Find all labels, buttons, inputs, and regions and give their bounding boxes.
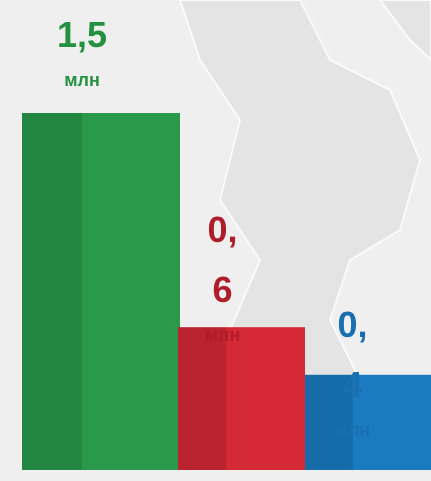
value-label: 0,6 (207, 209, 238, 310)
bar (22, 113, 180, 470)
value-label-group: 0,4 млн (330, 295, 375, 445)
bar (178, 327, 305, 470)
value-label: 0,4 (337, 304, 368, 405)
bar (305, 374, 431, 470)
unit-label: млн (204, 325, 241, 345)
unit-label: млн (64, 70, 100, 90)
bar-shade (22, 113, 83, 470)
unit-label: млн (334, 420, 371, 440)
value-label-group: 1,5 млн (22, 5, 142, 95)
value-label-group: 0,6 млн (200, 200, 245, 350)
bar-shade (305, 374, 353, 470)
bar-shade (178, 327, 227, 470)
value-label: 1,5 (56, 14, 108, 55)
